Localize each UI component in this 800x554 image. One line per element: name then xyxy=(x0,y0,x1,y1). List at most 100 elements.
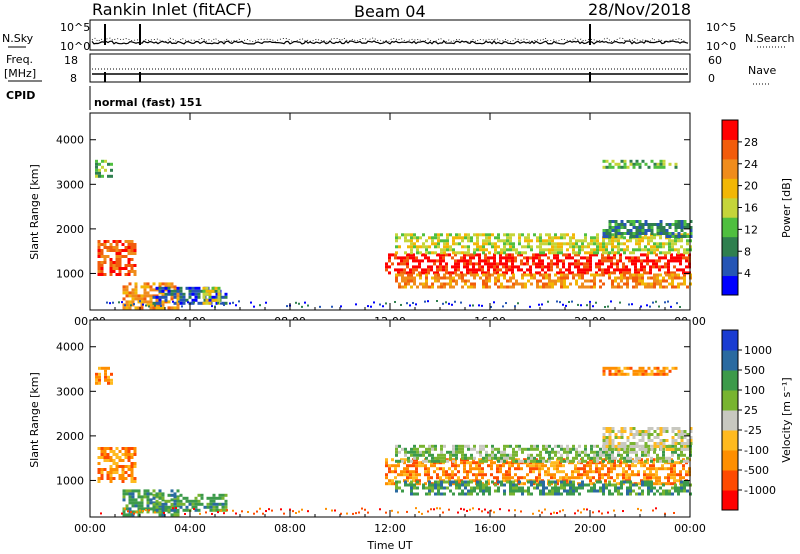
scatter-cell xyxy=(496,476,499,480)
scatter-cell xyxy=(662,242,665,246)
scatter-cell xyxy=(653,242,656,246)
freq-trace xyxy=(92,68,688,82)
scatter-cell xyxy=(686,442,690,445)
scatter-cell xyxy=(620,232,624,235)
scatter-cell xyxy=(596,242,599,246)
scatter-cell xyxy=(553,476,556,480)
scatter-cell xyxy=(685,259,688,263)
scatter-cell xyxy=(497,251,500,255)
scatter-cell xyxy=(107,174,110,178)
scatter-cell xyxy=(463,262,466,266)
scatter-cell xyxy=(512,489,515,493)
scatter-cell xyxy=(173,285,177,289)
scatter-cell xyxy=(217,298,221,302)
scatter-cell xyxy=(460,259,463,263)
scatter-cell xyxy=(124,267,128,270)
scatter-cell xyxy=(499,262,502,266)
scatter-cell xyxy=(415,470,418,474)
scatter-cell xyxy=(203,298,207,302)
scatter-cell xyxy=(536,236,539,240)
scatter-cell xyxy=(662,226,666,229)
scatter-cell xyxy=(658,482,661,486)
scatter-cell xyxy=(134,282,138,286)
scatter-cell xyxy=(659,433,663,436)
scatter-cell xyxy=(473,276,476,280)
scatter-cell xyxy=(428,285,431,289)
scatter-cell xyxy=(121,267,125,270)
scatter-cell xyxy=(569,483,572,487)
scatter-cell xyxy=(577,467,580,471)
scatter-cell xyxy=(595,265,598,269)
scatter-cell xyxy=(674,229,678,232)
scatter-cell xyxy=(404,483,407,487)
ground-scatter-cell xyxy=(469,508,471,511)
scatter-cell xyxy=(209,496,213,500)
scatter-cell xyxy=(115,456,119,459)
scatter-cell xyxy=(523,476,526,480)
colorbar-tick-label: 100 xyxy=(744,384,765,397)
scatter-cell xyxy=(442,259,445,263)
scatter-cell xyxy=(635,442,639,445)
scatter-cell xyxy=(635,229,639,232)
scatter-cell xyxy=(592,253,595,257)
scatter-cell xyxy=(416,239,419,243)
scatter-cell xyxy=(614,445,618,448)
scatter-cell xyxy=(586,470,589,474)
scatter-cell xyxy=(560,279,563,283)
scatter-cell xyxy=(410,489,413,493)
scatter-cell xyxy=(391,482,394,486)
scatter-cell xyxy=(217,286,221,290)
scatter-cell xyxy=(388,271,391,275)
scatter-cell xyxy=(140,507,144,511)
scatter-cell xyxy=(638,439,642,442)
scatter-cell xyxy=(649,476,652,480)
cpid-value: normal (fast) 151 xyxy=(94,96,202,109)
scatter-cell xyxy=(508,265,511,269)
scatter-cell xyxy=(571,256,574,260)
scatter-cell xyxy=(541,259,544,263)
scatter-cell xyxy=(400,473,403,477)
power-data xyxy=(95,159,693,310)
scatter-cell xyxy=(679,253,682,257)
scatter-cell xyxy=(109,249,113,252)
scatter-cell xyxy=(589,256,592,260)
scatter-cell xyxy=(106,456,110,459)
ground-scatter-cell xyxy=(532,512,534,515)
scatter-cell xyxy=(424,482,427,486)
scatter-cell xyxy=(656,436,660,439)
scatter-cell xyxy=(560,273,563,277)
scatter-cell xyxy=(521,273,524,277)
scatter-cell xyxy=(470,282,473,286)
scatter-cell xyxy=(605,456,608,460)
scatter-cell xyxy=(605,366,609,370)
scatter-cell xyxy=(508,476,511,480)
scatter-cell xyxy=(446,239,449,243)
scatter-cell xyxy=(523,256,526,260)
scatter-cell xyxy=(130,456,134,459)
scatter-cell xyxy=(413,245,416,249)
scatter-cell xyxy=(118,258,122,261)
scatter-cell xyxy=(650,433,654,436)
scatter-cell xyxy=(422,444,425,448)
ground-scatter-cell xyxy=(193,301,195,304)
scatter-cell xyxy=(146,492,150,496)
scatter-cell xyxy=(589,259,592,263)
scatter-cell xyxy=(605,430,609,433)
scatter-cell xyxy=(446,450,449,454)
scatter-cell xyxy=(416,486,419,490)
scatter-cell xyxy=(665,251,668,255)
scatter-cell xyxy=(638,456,641,460)
scatter-cell xyxy=(632,285,635,289)
scatter-cell xyxy=(121,474,125,477)
scatter-cell xyxy=(617,251,620,255)
scatter-cell xyxy=(679,476,682,480)
scatter-cell xyxy=(454,253,457,257)
scatter-cell xyxy=(143,297,147,301)
scatter-cell xyxy=(412,479,415,483)
scatter-cell xyxy=(131,300,135,304)
scatter-cell xyxy=(403,473,406,477)
scatter-cell xyxy=(548,480,551,484)
scatter-cell xyxy=(457,479,460,483)
ground-scatter-cell xyxy=(220,302,222,305)
scatter-cell xyxy=(659,236,662,240)
